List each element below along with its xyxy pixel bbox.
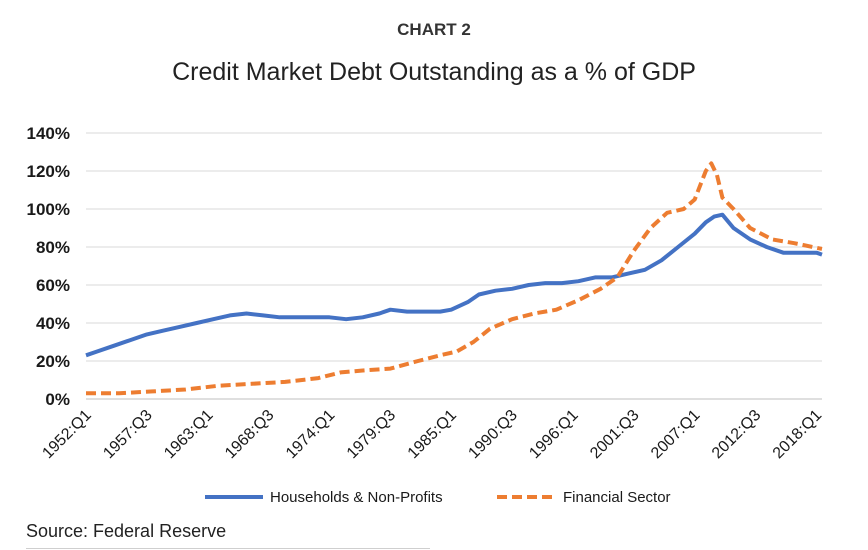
legend-label: Financial Sector xyxy=(563,489,671,506)
line-chart: 0% 20% 40% 60% 80% 100% 120% 140% 1952:Q1 1957:Q… xyxy=(27,124,826,506)
legend-label: Households & Non-Profits xyxy=(270,489,443,506)
x-tick-label: 1985:Q1 xyxy=(405,407,460,462)
y-axis-ticks: 0% 20% 40% 60% 80% 100% 120% 140% xyxy=(27,124,70,409)
x-tick-label: 2007:Q1 xyxy=(648,407,703,462)
x-tick-label: 2012:Q3 xyxy=(709,407,764,462)
y-tick-label: 140% xyxy=(27,124,70,143)
x-tick-label: 2018:Q1 xyxy=(770,407,825,462)
series-lines xyxy=(85,161,823,396)
y-tick-label: 120% xyxy=(27,162,70,181)
chart-kicker: CHART 2 xyxy=(397,20,471,39)
y-tick-label: 60% xyxy=(36,276,70,295)
x-tick-label: 1996:Q1 xyxy=(526,407,581,462)
x-axis-ticks: 1952:Q1 1957:Q3 1963:Q1 1968:Q3 1974:Q1 1979:… xyxy=(39,407,825,462)
gridlines xyxy=(86,132,822,400)
y-tick-label: 100% xyxy=(27,200,70,219)
x-tick-label: 1963:Q1 xyxy=(161,407,216,462)
x-tick-label: 2001:Q3 xyxy=(587,407,642,462)
x-tick-label: 1990:Q3 xyxy=(466,407,521,462)
y-tick-label: 40% xyxy=(36,314,70,333)
source-note: Source: Federal Reserve xyxy=(26,521,227,541)
chart-title: Credit Market Debt Outstanding as a % of… xyxy=(172,58,696,86)
x-tick-label: 1957:Q3 xyxy=(100,407,155,462)
series-line-financial-sector xyxy=(86,161,823,396)
x-tick-label: 1952:Q1 xyxy=(39,407,94,462)
y-tick-label: 20% xyxy=(36,352,70,371)
x-tick-label: 1974:Q1 xyxy=(283,407,338,462)
y-tick-label: 80% xyxy=(36,238,70,257)
x-tick-label: 1968:Q3 xyxy=(222,407,277,462)
x-tick-label: 1979:Q3 xyxy=(344,407,399,462)
footer-divider xyxy=(26,548,430,549)
series-line-households-non-profits xyxy=(85,212,823,358)
y-tick-label: 0% xyxy=(45,390,70,409)
legend: Households & Non-Profits Financial Sector xyxy=(205,489,671,506)
